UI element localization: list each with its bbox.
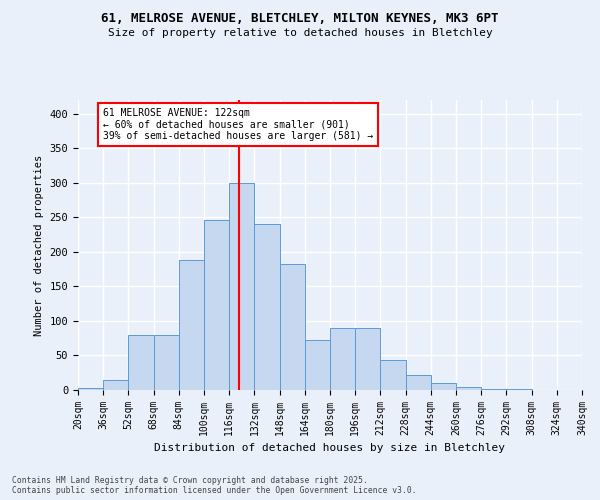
Bar [179, 260, 204, 390]
Bar [406, 375, 431, 390]
Bar [204, 220, 229, 390]
Text: Contains HM Land Registry data © Crown copyright and database right 2025.
Contai: Contains HM Land Registry data © Crown c… [12, 476, 416, 495]
Bar [305, 340, 330, 390]
Bar [280, 264, 305, 390]
Bar [456, 386, 481, 390]
Text: 61, MELROSE AVENUE, BLETCHLEY, MILTON KEYNES, MK3 6PT: 61, MELROSE AVENUE, BLETCHLEY, MILTON KE… [101, 12, 499, 26]
Bar [154, 335, 179, 390]
Bar [330, 328, 355, 390]
X-axis label: Distribution of detached houses by size in Bletchley: Distribution of detached houses by size … [155, 444, 505, 454]
Bar [254, 224, 280, 390]
Y-axis label: Number of detached properties: Number of detached properties [34, 154, 44, 336]
Bar [481, 388, 506, 390]
Bar [229, 183, 254, 390]
Bar [128, 335, 154, 390]
Bar [380, 360, 406, 390]
Bar [78, 388, 103, 390]
Bar [103, 380, 128, 390]
Bar [355, 328, 380, 390]
Text: Size of property relative to detached houses in Bletchley: Size of property relative to detached ho… [107, 28, 493, 38]
Text: 61 MELROSE AVENUE: 122sqm
← 60% of detached houses are smaller (901)
39% of semi: 61 MELROSE AVENUE: 122sqm ← 60% of detac… [103, 108, 373, 142]
Bar [431, 383, 456, 390]
